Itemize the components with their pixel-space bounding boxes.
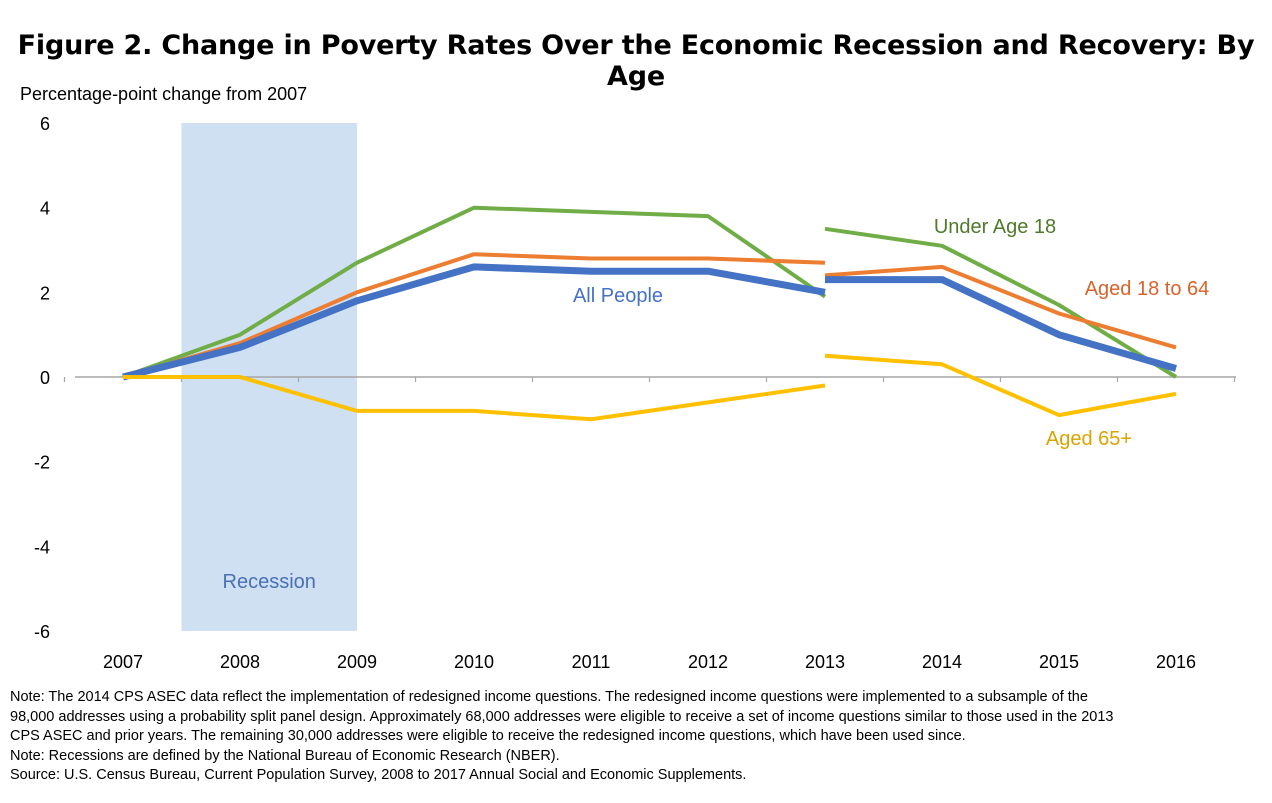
series-line-aged-65	[825, 356, 1176, 415]
series-label-aged-18-to-64: Aged 18 to 64	[1085, 278, 1210, 300]
note-line: CPS ASEC and prior years. The remaining …	[10, 727, 1265, 747]
y-tick-label: 6	[40, 114, 50, 134]
series-label-all-people: All People	[573, 285, 663, 307]
y-tick-label: -6	[34, 622, 50, 642]
notes: Note: The 2014 CPS ASEC data reflect the…	[10, 688, 1265, 786]
x-tick-label: 2011	[572, 652, 611, 672]
series-label-aged-65: Aged 65+	[1046, 428, 1132, 450]
x-tick-label: 2010	[454, 652, 494, 672]
x-tick-label: 2009	[337, 652, 377, 672]
y-tick-label: 2	[40, 283, 50, 303]
series-labels: Under Age 18 Aged 18 to 64 All People Aged …	[573, 216, 1209, 450]
x-tick-label: 2012	[688, 652, 728, 672]
y-tick-label: -2	[34, 453, 50, 473]
y-tick-label: 0	[40, 368, 50, 388]
recession-label: Recession	[223, 571, 316, 593]
note-line: Note: The 2014 CPS ASEC data reflect the…	[10, 688, 1265, 708]
x-tick-label: 2014	[922, 652, 962, 672]
note-line: 98,000 addresses using a probability spl…	[10, 708, 1265, 728]
note-line: Note: Recessions are defined by the Nati…	[10, 747, 1265, 767]
y-tick-label: 4	[40, 199, 50, 219]
y-tick-label: -4	[34, 537, 50, 557]
x-tick-label: 2007	[103, 652, 143, 672]
series-label-under-age-18: Under Age 18	[934, 216, 1056, 238]
x-tick-label: 2015	[1039, 652, 1079, 672]
x-tick-label: 2008	[220, 652, 260, 672]
line-chart: Recession 6 4 2 0 -2 -4 -6 2007 2008 2009 2010 2011…	[0, 0, 1272, 690]
source-line: Source: U.S. Census Bureau, Current Popu…	[10, 766, 1265, 786]
x-tick-label: 2013	[805, 652, 845, 672]
x-tick-label: 2016	[1156, 652, 1196, 672]
